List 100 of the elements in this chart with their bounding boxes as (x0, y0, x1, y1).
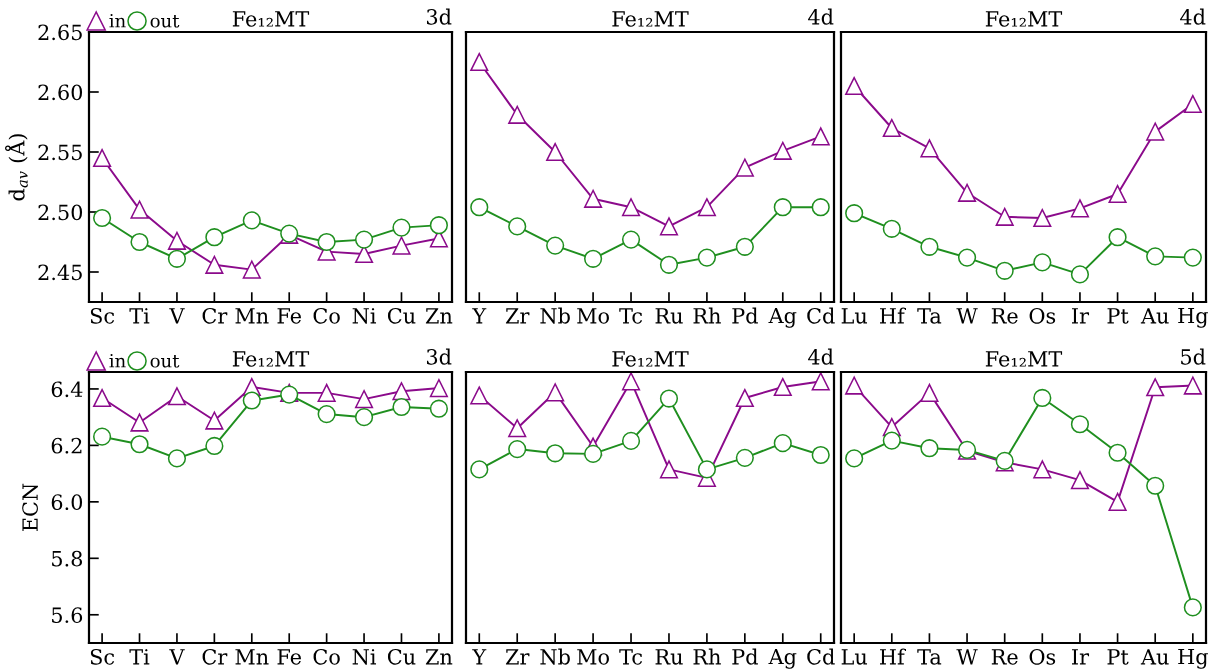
point (508, 105, 527, 124)
chart-title: Fe₁₂MT (232, 351, 310, 367)
point (1108, 184, 1127, 204)
point (167, 449, 187, 468)
x-tick-label: Fe (277, 308, 301, 324)
point (1070, 471, 1090, 490)
point (1183, 598, 1202, 617)
y-axis-title: d$_{av}$ (Å) (5, 134, 28, 201)
x-tick-label: Mn (235, 649, 269, 665)
x-tick-label: Ni (352, 649, 377, 665)
point (508, 419, 527, 438)
text: 5d (1181, 348, 1206, 365)
point (354, 230, 374, 249)
point (354, 390, 374, 409)
point (92, 148, 112, 168)
x-tick-label: Cr (202, 307, 228, 324)
point (205, 228, 224, 247)
x-tick-label: Pd (732, 648, 758, 665)
y-tick-label: 2.65 (38, 24, 82, 41)
point (811, 198, 830, 217)
point (621, 198, 641, 217)
point (92, 388, 112, 408)
point (1146, 378, 1165, 397)
x-tick-label: Au (1140, 649, 1169, 665)
point (354, 408, 374, 427)
point (1183, 376, 1202, 395)
point (130, 435, 149, 454)
x-tick-label: Os (1029, 307, 1056, 324)
y-axis-title: ECN (22, 483, 38, 532)
chart-title: Fe₁₂MT (985, 11, 1063, 27)
point (920, 237, 939, 256)
point (392, 397, 411, 417)
point (583, 189, 603, 208)
point (546, 142, 565, 162)
point (845, 204, 864, 223)
point (429, 399, 448, 418)
x-tick-label: Ta (917, 308, 942, 324)
point (1033, 253, 1052, 272)
chart-title: Fe₁₂MT (612, 351, 689, 367)
point (1183, 248, 1202, 267)
legend-label: out (150, 15, 180, 28)
x-tick-label: Hg (1178, 307, 1208, 328)
x-tick-label: Ir (1072, 649, 1090, 665)
point (735, 448, 754, 467)
x-tick-label: Fe (277, 649, 301, 665)
point (773, 198, 792, 217)
point (845, 449, 864, 468)
x-tick-label: Ti (129, 649, 150, 665)
point (92, 427, 112, 446)
point (735, 388, 754, 408)
x-tick-label: Lu (841, 308, 868, 324)
x-tick-label: Lu (841, 649, 868, 665)
point (621, 372, 641, 391)
y-tick-label: 2.50 (38, 204, 83, 221)
point (546, 236, 565, 255)
point (470, 386, 489, 405)
point (130, 413, 149, 432)
point (583, 444, 603, 463)
legend-label: in (109, 14, 126, 28)
point (317, 383, 336, 402)
x-tick-label: Hf (880, 307, 906, 324)
point (920, 383, 939, 402)
point (957, 183, 977, 202)
point (659, 217, 679, 236)
point (546, 444, 565, 463)
point (242, 260, 261, 279)
point (242, 211, 261, 230)
y-tick-label: 6.4 (51, 381, 83, 398)
x-tick-label: Zr (505, 649, 530, 665)
point (995, 261, 1014, 280)
y-tick-label: 2.45 (38, 264, 82, 281)
point (130, 200, 149, 219)
point (995, 207, 1014, 226)
point (167, 231, 187, 250)
x-tick-label: Pt (1107, 308, 1129, 324)
point (845, 76, 864, 96)
point (1146, 122, 1165, 141)
text: 4d (808, 8, 834, 25)
y-tick-label: 6.0 (51, 494, 83, 511)
x-tick-label: Rh (693, 648, 721, 665)
point (957, 248, 977, 267)
x-tick-label: Pt (1107, 649, 1129, 665)
x-tick-label: Sc (90, 648, 115, 665)
x-tick-label: W (956, 649, 978, 665)
point (1183, 94, 1202, 114)
y-tick-label: 2.60 (38, 84, 83, 101)
x-tick-label: Ag (768, 648, 797, 669)
point (621, 230, 641, 249)
x-tick-label: Sc (90, 307, 115, 324)
x-tick-label: Ni (352, 308, 377, 324)
point (773, 434, 792, 453)
point (1146, 247, 1165, 266)
chart-title: Fe₁₂MT (985, 351, 1063, 367)
point (697, 248, 717, 267)
point (811, 372, 830, 391)
point (242, 391, 261, 410)
x-tick-label: Cr (202, 648, 228, 665)
legend-label: in (109, 354, 126, 368)
point (773, 141, 792, 160)
text: 4d (1180, 8, 1206, 25)
